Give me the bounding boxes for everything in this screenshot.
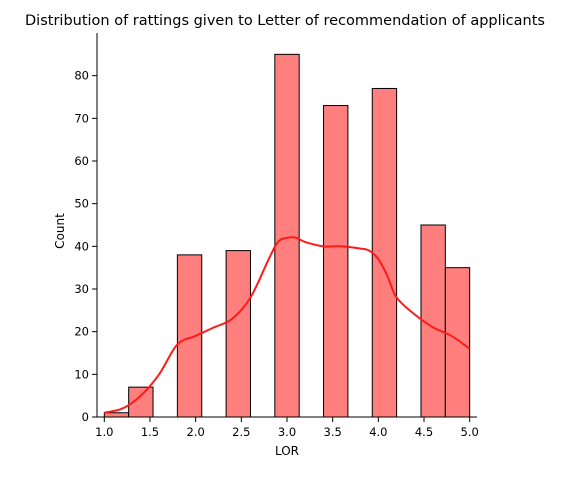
x-tick-label-4.0: 4.0 bbox=[369, 425, 387, 439]
kde-line bbox=[104, 236, 471, 414]
y-tick-label-40: 40 bbox=[74, 239, 89, 253]
histogram-bar-5 bbox=[274, 53, 300, 418]
y-tick-label-80: 80 bbox=[74, 69, 89, 83]
histogram-bar-3 bbox=[176, 254, 203, 418]
histogram-bars bbox=[103, 53, 471, 418]
y-tick-label-0: 0 bbox=[82, 410, 89, 424]
x-axis-ticks: 1.0 1.5 2.0 2.5 3.0 3.5 4.0 4.5 5.0 bbox=[95, 417, 479, 439]
y-tick-label-20: 20 bbox=[74, 325, 89, 339]
y-tick-label-10: 10 bbox=[74, 367, 89, 381]
x-tick-label-1.0: 1.0 bbox=[95, 425, 113, 439]
histogram-bar-6 bbox=[323, 105, 349, 418]
histogram-bar-8 bbox=[420, 224, 446, 418]
x-tick-label-3.0: 3.0 bbox=[278, 425, 296, 439]
chart-title: Distribution of rattings given to Letter… bbox=[25, 13, 545, 29]
y-tick-label-60: 60 bbox=[74, 154, 89, 168]
x-axis-label: LOR bbox=[275, 444, 299, 458]
x-tick-label-1.5: 1.5 bbox=[141, 425, 159, 439]
y-tick-label-70: 70 bbox=[74, 111, 89, 125]
x-tick-label-4.5: 4.5 bbox=[415, 425, 433, 439]
y-tick-label-30: 30 bbox=[74, 282, 89, 296]
y-axis-ticks: 0 10 20 30 40 50 60 70 80 bbox=[74, 69, 97, 424]
y-axis-label: Count bbox=[53, 213, 67, 249]
histogram-bar-7 bbox=[371, 87, 398, 418]
x-tick-label-3.5: 3.5 bbox=[324, 425, 342, 439]
histogram-bar-9 bbox=[444, 267, 471, 418]
histogram-bar-4 bbox=[225, 250, 251, 418]
x-tick-label-5.0: 5.0 bbox=[461, 425, 479, 439]
x-tick-label-2.5: 2.5 bbox=[232, 425, 250, 439]
y-tick-label-50: 50 bbox=[74, 197, 89, 211]
x-tick-label-2.0: 2.0 bbox=[187, 425, 205, 439]
histogram-bar-1 bbox=[103, 412, 130, 418]
